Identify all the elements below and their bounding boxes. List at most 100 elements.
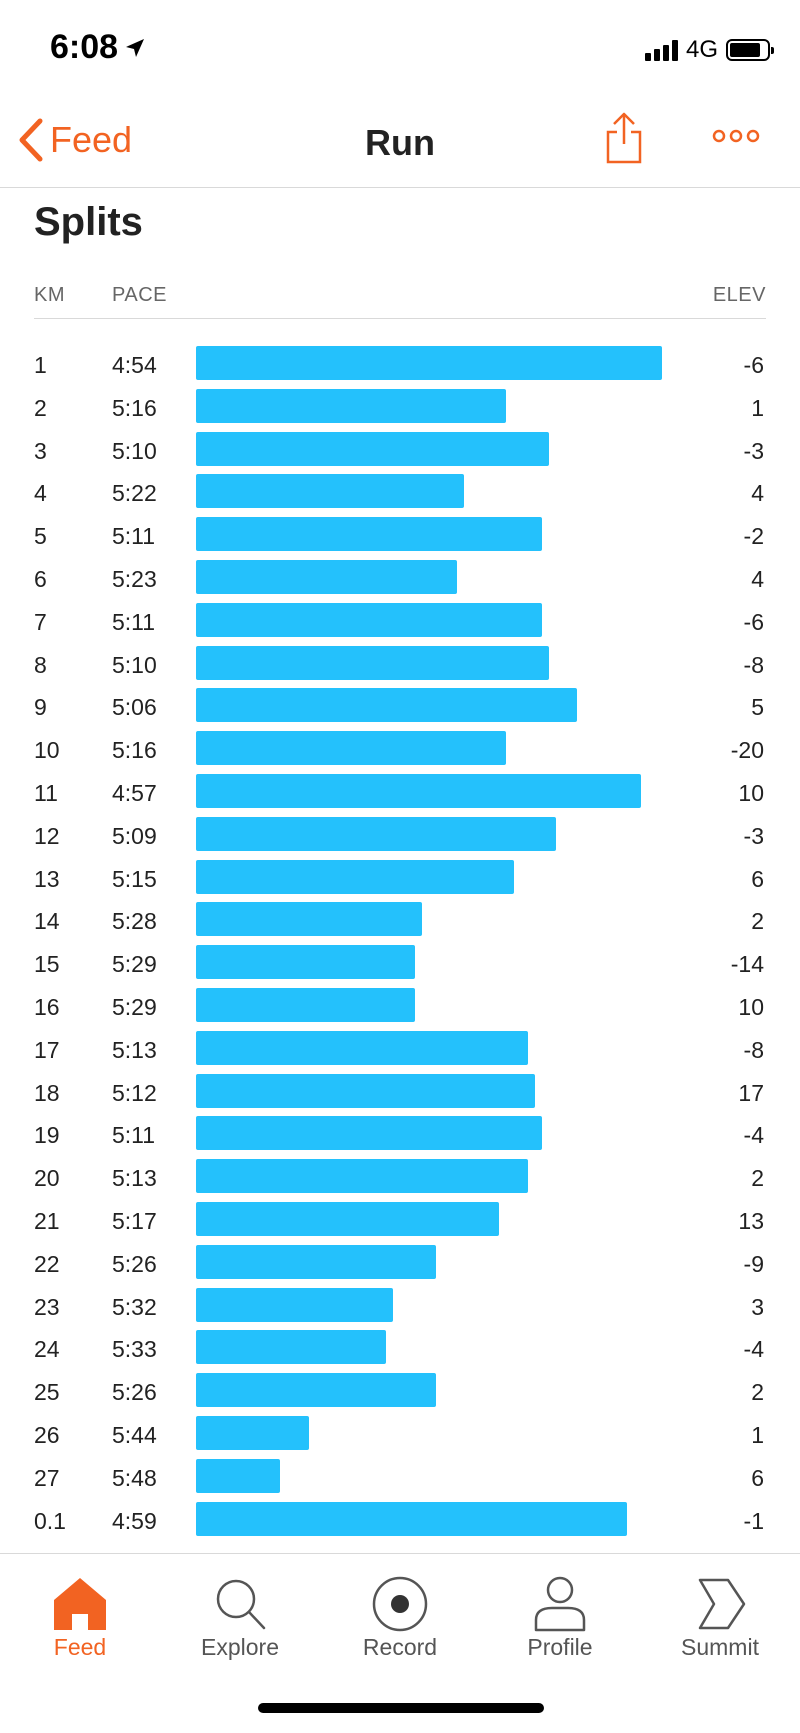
split-elev: 2 — [751, 1165, 764, 1192]
split-elev: 4 — [751, 565, 764, 592]
column-header-elev: ELEV — [712, 284, 766, 306]
split-pace-bar — [196, 987, 415, 1022]
tab-explore[interactable]: Explore — [160, 1564, 320, 1661]
more-options-button[interactable] — [712, 128, 760, 149]
split-pace: 5:12 — [112, 1079, 157, 1106]
split-pace: 5:13 — [112, 1165, 157, 1192]
split-km: 17 — [34, 1036, 60, 1063]
split-elev: -2 — [743, 523, 764, 550]
split-elev: -8 — [743, 651, 764, 678]
split-pace: 5:33 — [112, 1336, 157, 1363]
profile-icon — [534, 1576, 586, 1632]
split-elev: -8 — [743, 1036, 764, 1063]
split-row: 6 5:23 4 — [0, 558, 800, 601]
split-elev: -6 — [743, 352, 764, 378]
split-pace: 5:26 — [112, 1250, 157, 1277]
split-row: 20 5:13 2 — [0, 1157, 800, 1200]
tab-label-summit: Summit — [681, 1634, 759, 1660]
split-row: 9 5:06 5 — [0, 686, 800, 729]
split-pace: 5:29 — [112, 951, 157, 978]
split-elev: -20 — [730, 737, 764, 764]
split-pace: 5:10 — [112, 437, 157, 464]
split-pace-bar — [196, 517, 542, 552]
split-pace: 5:11 — [112, 523, 156, 550]
share-button[interactable] — [604, 110, 644, 170]
split-pace: 5:28 — [112, 908, 157, 935]
split-pace-bar — [196, 688, 578, 723]
split-pace: 4:59 — [112, 1507, 157, 1534]
split-pace: 5:16 — [112, 737, 157, 764]
split-pace: 4:54 — [112, 352, 157, 378]
split-pace-bar — [196, 346, 662, 380]
split-pace-bar — [196, 431, 549, 466]
split-elev: 3 — [751, 1293, 764, 1320]
split-km: 25 — [34, 1379, 60, 1406]
split-row: 17 5:13 -8 — [0, 1029, 800, 1072]
split-pace-bar — [196, 1116, 542, 1151]
split-km: 23 — [34, 1293, 60, 1320]
signal-icon — [644, 39, 678, 61]
split-pace: 4:57 — [112, 779, 157, 806]
tab-summit[interactable]: Summit — [640, 1564, 800, 1661]
tab-label-record: Record — [362, 1634, 438, 1660]
split-pace-bar — [196, 859, 514, 894]
split-elev: 4 — [751, 480, 764, 507]
split-pace: 5:11 — [112, 1122, 156, 1149]
split-elev: -6 — [743, 608, 764, 635]
column-header-km: KM — [34, 284, 65, 306]
splits-list: 1 4:54 -6 2 5:16 1 3 5:10 -3 4 5:22 4 5 5:11 -2 6 5:23 4 7… — [0, 344, 800, 1542]
split-pace-bar — [196, 388, 507, 423]
split-elev: -4 — [743, 1336, 764, 1363]
split-row: 26 5:44 1 — [0, 1414, 800, 1457]
split-elev: -14 — [730, 951, 764, 978]
back-label: Feed — [50, 119, 133, 160]
split-km: 24 — [34, 1336, 60, 1363]
split-pace: 5:09 — [112, 822, 157, 849]
split-elev: 10 — [738, 779, 764, 806]
home-icon — [54, 1578, 106, 1630]
split-elev: 6 — [751, 865, 764, 892]
split-row: 12 5:09 -3 — [0, 815, 800, 858]
summit-icon — [698, 1578, 746, 1630]
split-row: 5 5:11 -2 — [0, 515, 800, 558]
split-pace-bar — [196, 602, 542, 637]
split-pace: 5:22 — [112, 480, 157, 507]
tab-record[interactable]: Record — [320, 1564, 480, 1661]
split-row: 10 5:16 -20 — [0, 729, 800, 772]
split-km: 19 — [34, 1122, 60, 1149]
split-pace-bar — [196, 1330, 387, 1365]
split-pace-bar — [196, 559, 457, 594]
split-pace: 5:26 — [112, 1379, 157, 1406]
split-pace-bar — [196, 945, 415, 980]
back-button[interactable]: Feed — [18, 118, 132, 162]
status-time-label: 6:08 — [50, 28, 119, 66]
split-km: 22 — [34, 1250, 60, 1277]
split-pace-bar — [196, 1373, 436, 1408]
split-row: 11 4:57 10 — [0, 772, 800, 815]
split-km: 16 — [34, 993, 60, 1020]
split-pace: 5:17 — [112, 1207, 157, 1234]
split-pace: 5:23 — [112, 565, 157, 592]
more-icon — [712, 129, 760, 143]
split-pace: 5:32 — [112, 1293, 157, 1320]
split-pace-bar — [196, 1159, 528, 1194]
split-row: 13 5:15 6 — [0, 858, 800, 901]
tab-label-feed: Feed — [53, 1634, 107, 1660]
split-row: 0.1 4:59 -1 — [0, 1500, 800, 1543]
split-pace: 5:48 — [112, 1464, 157, 1491]
split-pace-bar — [196, 1287, 394, 1322]
split-row: 4 5:22 4 — [0, 472, 800, 515]
tab-feed[interactable]: Feed — [0, 1564, 160, 1661]
chevron-left-icon — [19, 118, 43, 162]
column-header-pace: PACE — [112, 284, 167, 306]
split-pace-bar — [196, 1415, 309, 1450]
page-title: Run — [365, 122, 435, 163]
split-pace-bar — [196, 1244, 436, 1279]
split-km: 13 — [34, 865, 60, 892]
split-elev: 6 — [751, 1464, 764, 1491]
network-label: 4G — [685, 36, 718, 63]
tab-profile[interactable]: Profile — [480, 1564, 640, 1661]
split-elev: 1 — [751, 1421, 764, 1448]
split-row: 2 5:16 1 — [0, 387, 800, 430]
split-pace: 5:44 — [112, 1421, 157, 1448]
